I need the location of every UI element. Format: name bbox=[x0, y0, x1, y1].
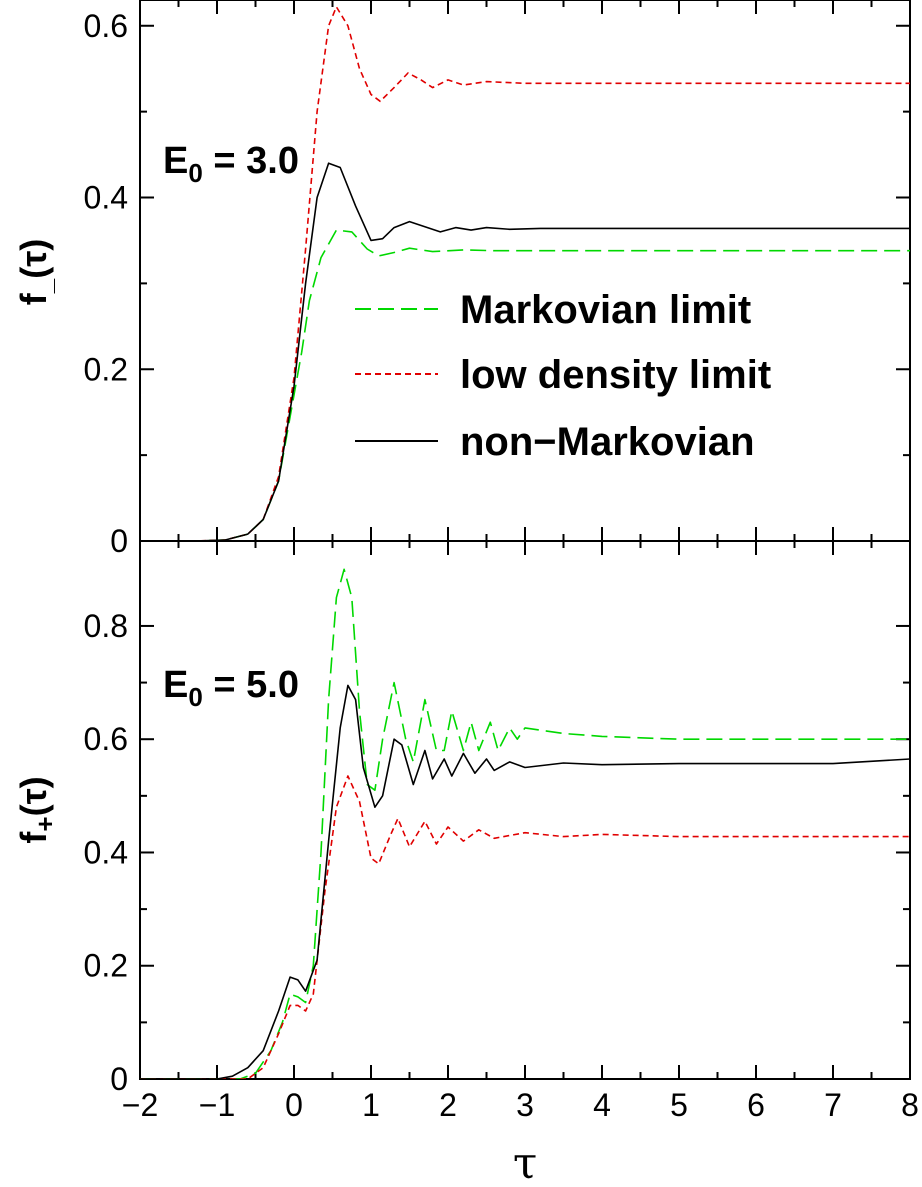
bottom-ytick-label: 0.2 bbox=[84, 948, 128, 984]
top-ylabel-sub: _ bbox=[28, 278, 58, 294]
bottom-series bbox=[140, 568, 910, 1079]
x-tick-label: 3 bbox=[516, 1087, 534, 1123]
bottom-ylabel-main: f bbox=[13, 831, 54, 844]
top-series bbox=[140, 6, 910, 541]
bottom-annotation-tail: = 5.0 bbox=[203, 664, 299, 706]
top-ytick-label: 0.4 bbox=[84, 180, 128, 216]
bottom-ytick-label: 0 bbox=[110, 1061, 128, 1097]
x-tick-label: 5 bbox=[670, 1087, 688, 1123]
top-ytick-label: 0 bbox=[110, 523, 128, 559]
bottom-ylabel-sub: + bbox=[30, 816, 60, 831]
bottom-y-ticks: 0 0.2 0.4 0.6 0.8 bbox=[84, 608, 910, 1097]
x-tick-label: 2 bbox=[439, 1087, 457, 1123]
top-annotation-main: E bbox=[163, 140, 188, 182]
top-y-axis-label: f_(τ) bbox=[13, 239, 58, 306]
panel-bottom: 00.20.40.60.8 f+(τ) E0 = 5.0 bbox=[13, 540, 911, 1097]
top-series-non-markovian bbox=[140, 162, 910, 541]
x-tick-label: 4 bbox=[593, 1087, 611, 1123]
legend-label-markovian: Markovian limit bbox=[460, 288, 751, 332]
bottom-annotation-main: E bbox=[163, 664, 188, 706]
top-y-ticks: 0 0.2 0.4 0.6 bbox=[84, 8, 910, 559]
bottom-series-markovian-limit bbox=[140, 568, 910, 1079]
x-tick-label: −1 bbox=[199, 1087, 235, 1123]
top-annotation-sub: 0 bbox=[188, 158, 202, 188]
x-tick-label: 6 bbox=[747, 1087, 765, 1123]
x-tick-label: 1 bbox=[362, 1087, 380, 1123]
top-x-ticks bbox=[139, 0, 911, 541]
x-tick-label: 0 bbox=[285, 1087, 303, 1123]
x-tick-label: 8 bbox=[901, 1087, 919, 1123]
bottom-annotation-sub: 0 bbox=[188, 682, 202, 712]
top-annotation-tail: = 3.0 bbox=[203, 140, 299, 182]
panel-top: 00.20.40.6 f_(τ) E0 = 3.0 Markovian limi… bbox=[13, 0, 911, 559]
bottom-ytick-label: 0.8 bbox=[84, 608, 128, 644]
bottom-ytick-label: 0.6 bbox=[84, 721, 128, 757]
bottom-series-non-markovian bbox=[140, 684, 910, 1079]
bottom-ylabel-tail: (τ) bbox=[13, 776, 54, 816]
top-ylabel-main: f bbox=[13, 292, 54, 305]
top-ytick-label: 0.6 bbox=[84, 8, 128, 44]
x-tick-label: −2 bbox=[122, 1087, 158, 1123]
legend-label-low-density: low density limit bbox=[460, 353, 771, 397]
legend-label-non-markovian: non−Markovian bbox=[460, 420, 755, 464]
bottom-annotation: E0 = 5.0 bbox=[163, 664, 299, 712]
plot-frame-bottom bbox=[139, 540, 911, 1080]
top-ylabel-tail: (τ) bbox=[13, 239, 54, 279]
bottom-y-axis-label: f+(τ) bbox=[13, 776, 60, 843]
x-axis-label: τ bbox=[513, 1138, 537, 1187]
top-ytick-label: 0.2 bbox=[84, 351, 128, 387]
bottom-series-low-density-limit bbox=[140, 775, 910, 1079]
bottom-ytick-label: 0.4 bbox=[84, 834, 128, 870]
legend: Markovian limit low density limit non−Ma… bbox=[355, 288, 771, 464]
top-annotation: E0 = 3.0 bbox=[163, 140, 299, 188]
x-tick-label: 7 bbox=[824, 1087, 842, 1123]
x-axis-tick-labels: −2 −1 0 1 2 3 4 5 6 7 8 bbox=[122, 1087, 919, 1123]
bottom-x-ticks bbox=[139, 541, 911, 1079]
